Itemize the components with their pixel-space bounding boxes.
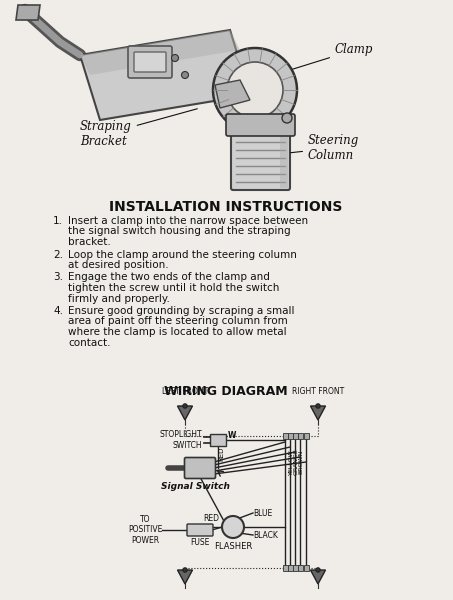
Bar xyxy=(288,433,293,439)
Polygon shape xyxy=(310,570,326,584)
Polygon shape xyxy=(178,570,193,584)
Bar xyxy=(293,565,298,571)
Bar xyxy=(283,565,288,571)
FancyBboxPatch shape xyxy=(134,52,166,72)
Text: Straping
Bracket: Straping Bracket xyxy=(80,109,198,148)
Polygon shape xyxy=(80,30,240,75)
Text: tighten the screw until it hold the switch: tighten the screw until it hold the swit… xyxy=(68,283,280,293)
Text: WIRING DIAGRAM: WIRING DIAGRAM xyxy=(164,385,288,398)
Bar xyxy=(288,565,293,571)
Text: 2.: 2. xyxy=(53,250,63,259)
Text: FUSE: FUSE xyxy=(190,538,210,547)
FancyBboxPatch shape xyxy=(231,126,290,190)
Bar xyxy=(304,565,309,571)
Bar xyxy=(293,433,298,439)
Text: W: W xyxy=(228,431,236,440)
Text: Insert a clamp into the narrow space between: Insert a clamp into the narrow space bet… xyxy=(68,216,308,226)
Bar xyxy=(210,434,226,446)
Circle shape xyxy=(172,55,178,61)
Circle shape xyxy=(316,404,320,408)
FancyBboxPatch shape xyxy=(184,457,216,479)
Text: Clamp: Clamp xyxy=(293,43,373,69)
Text: 3.: 3. xyxy=(53,272,63,283)
Text: BLUE: BLUE xyxy=(253,509,272,517)
Polygon shape xyxy=(310,406,326,420)
Bar xyxy=(298,433,303,439)
Text: at desired position.: at desired position. xyxy=(68,260,169,270)
Bar xyxy=(304,433,309,439)
Circle shape xyxy=(183,568,187,572)
Text: where the clamp is located to allow metal: where the clamp is located to allow meta… xyxy=(68,327,287,337)
Circle shape xyxy=(282,113,292,123)
Text: bracket.: bracket. xyxy=(68,237,111,247)
Text: Engage the two ends of the clamp and: Engage the two ends of the clamp and xyxy=(68,272,270,283)
Text: TO
POSITIVE
POWER: TO POSITIVE POWER xyxy=(128,515,162,545)
Text: ORANGE: ORANGE xyxy=(294,449,299,475)
Text: 4.: 4. xyxy=(53,306,63,316)
Text: BROWN: BROWN xyxy=(299,450,304,474)
Text: RED: RED xyxy=(218,447,224,461)
Bar xyxy=(298,565,303,571)
FancyBboxPatch shape xyxy=(128,46,172,78)
Circle shape xyxy=(183,404,187,408)
Text: RED: RED xyxy=(203,514,219,523)
Circle shape xyxy=(316,568,320,572)
Text: the signal switch housing and the straping: the signal switch housing and the strapi… xyxy=(68,226,291,236)
Circle shape xyxy=(222,516,244,538)
Text: Steering
Column: Steering Column xyxy=(291,134,359,162)
Text: RIGHT FRONT: RIGHT FRONT xyxy=(292,387,344,396)
Polygon shape xyxy=(178,406,193,420)
Text: Loop the clamp around the steering column: Loop the clamp around the steering colum… xyxy=(68,250,297,259)
Text: area of paint off the steering column from: area of paint off the steering column fr… xyxy=(68,317,288,326)
Bar xyxy=(283,433,288,439)
Circle shape xyxy=(227,62,283,118)
Bar xyxy=(280,128,288,188)
Polygon shape xyxy=(215,80,250,108)
FancyBboxPatch shape xyxy=(226,114,295,136)
Text: LEFT FRONT: LEFT FRONT xyxy=(162,387,208,396)
Text: firmly and properly.: firmly and properly. xyxy=(68,293,170,304)
Circle shape xyxy=(182,71,188,79)
Polygon shape xyxy=(80,30,250,120)
Text: BLACK: BLACK xyxy=(253,530,278,539)
Polygon shape xyxy=(16,5,40,20)
Text: STOPLIGHT
SWITCH: STOPLIGHT SWITCH xyxy=(159,430,202,450)
Text: contact.: contact. xyxy=(68,337,111,347)
Circle shape xyxy=(213,48,297,132)
Text: FLASHER: FLASHER xyxy=(214,542,252,551)
Text: YELLOW: YELLOW xyxy=(289,449,294,475)
FancyBboxPatch shape xyxy=(187,524,213,536)
Text: Signal Switch: Signal Switch xyxy=(160,482,229,491)
Text: Ensure good grounding by scraping a small: Ensure good grounding by scraping a smal… xyxy=(68,306,294,316)
Text: 1.: 1. xyxy=(53,216,63,226)
Text: INSTALLATION INSTRUCTIONS: INSTALLATION INSTRUCTIONS xyxy=(109,200,342,214)
